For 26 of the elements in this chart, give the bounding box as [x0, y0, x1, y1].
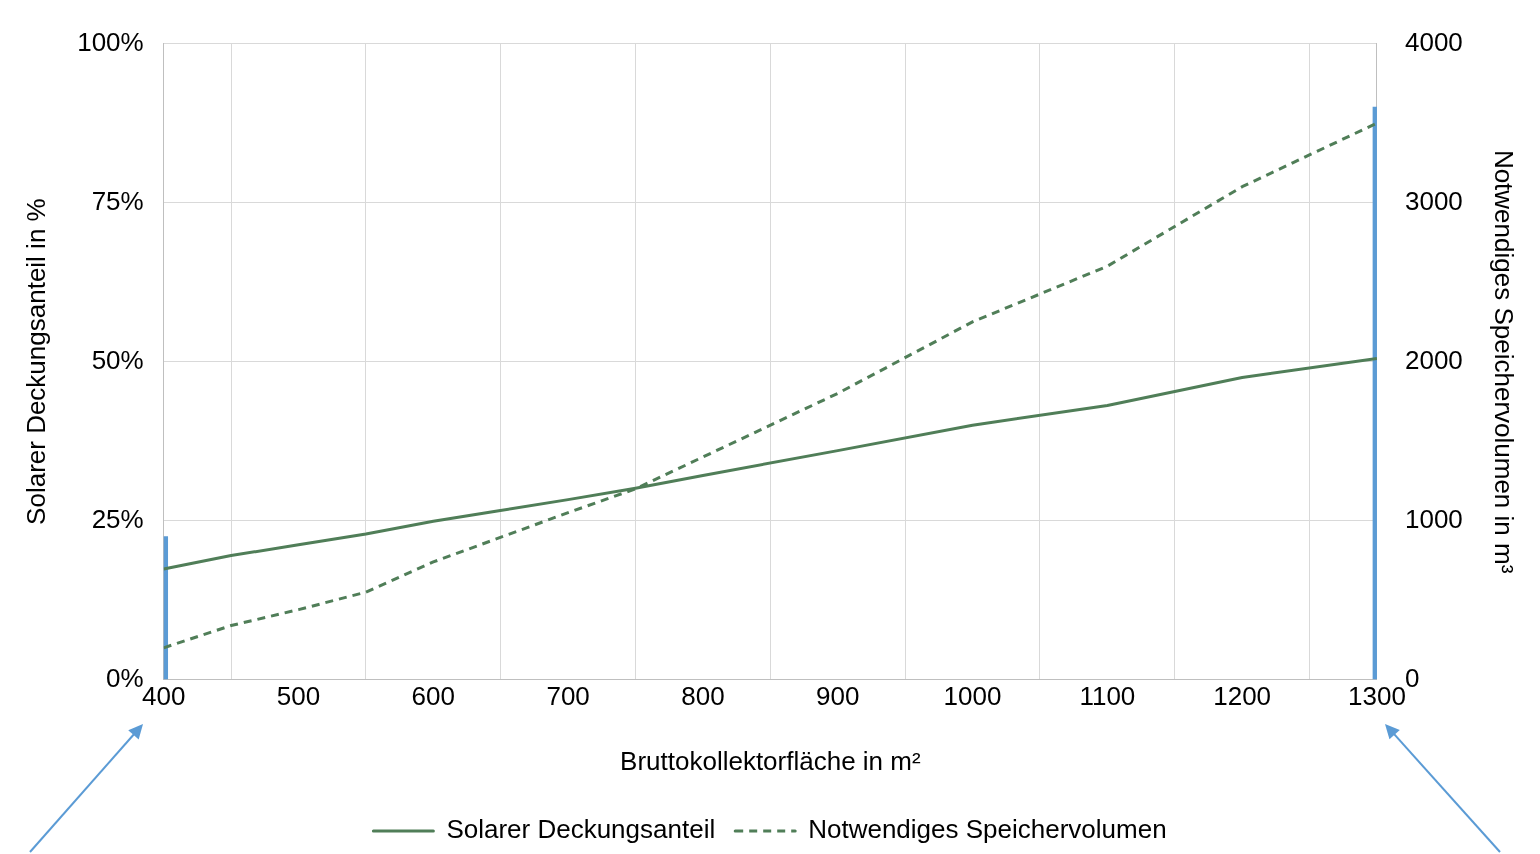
y-tick-label: 75% — [91, 185, 144, 216]
y-tick-label: 50% — [91, 344, 144, 375]
x-tick-label: 500 — [276, 681, 321, 712]
y-tick-label: 25% — [91, 503, 144, 534]
y2-axis-title: Notwendiges Speichervolumen in m³ — [1489, 149, 1520, 574]
legend-label: Notwendiges Speichervolumen — [808, 814, 1167, 845]
y2-tick-label: 4000 — [1404, 26, 1463, 57]
x-axis-title: Bruttokollektorfläche in m² — [620, 745, 921, 776]
y-axis-title: Solarer Deckungsanteil in % — [20, 198, 51, 525]
x-tick-label: 1100 — [1079, 681, 1136, 712]
y2-tick-label: 2000 — [1404, 344, 1463, 375]
x-tick-label: 800 — [681, 681, 725, 712]
y2-tick-label: 1000 — [1404, 503, 1463, 534]
line-series — [163, 121, 1377, 650]
x-tick-label: 600 — [411, 681, 456, 712]
y-tick-label: 100% — [77, 26, 144, 57]
legend-label: Solarer Deckungsanteil — [446, 814, 716, 845]
x-tick-label: 400 — [142, 681, 186, 712]
x-tick-label: 1300 — [1348, 681, 1406, 712]
x-tick-label: 1000 — [943, 681, 1002, 712]
x-tick-label: 900 — [816, 681, 860, 712]
y2-tick-label: 3000 — [1404, 185, 1463, 216]
x-tick-label: 700 — [546, 681, 590, 712]
y2-tick-label: 0 — [1404, 662, 1420, 693]
y-tick-label: 0% — [106, 662, 144, 693]
x-tick-label: 1200 — [1213, 681, 1272, 712]
